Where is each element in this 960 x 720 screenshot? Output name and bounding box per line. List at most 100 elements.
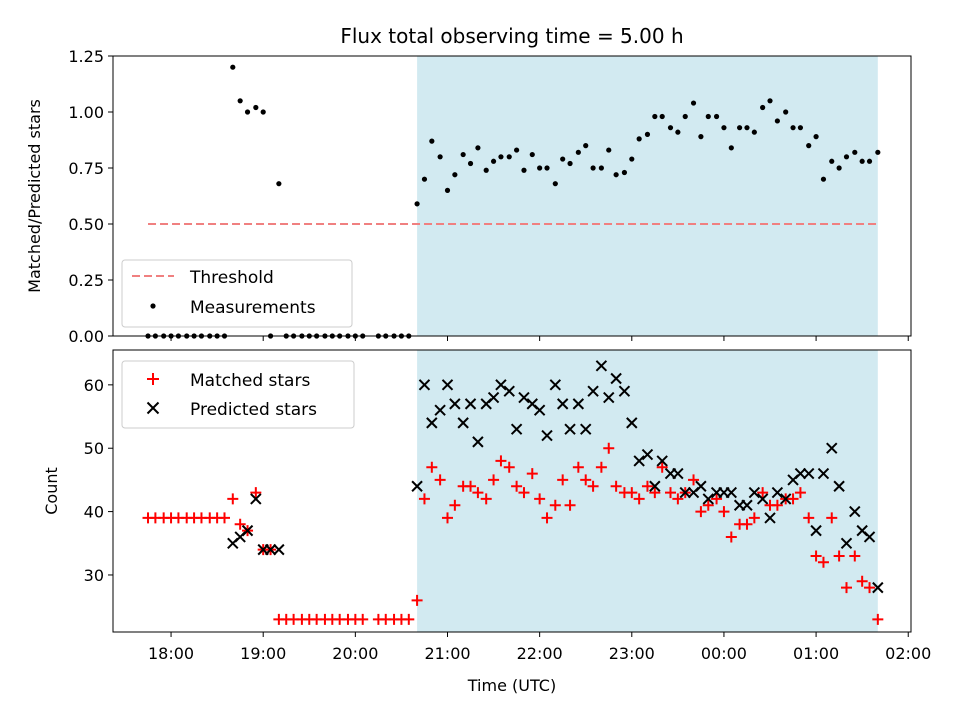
legend-measurements-swatch	[150, 303, 156, 309]
bottom-xtick-label: 18:00	[148, 644, 194, 663]
top-y-ticks: 0.00 0.25 0.50 0.75 1.00 1.25	[68, 47, 113, 346]
matched-point	[826, 512, 838, 524]
matched-point	[856, 575, 868, 587]
measurement-point	[705, 113, 711, 120]
measurement-point	[629, 156, 635, 162]
matched-point	[449, 499, 461, 511]
matched-point	[610, 480, 622, 492]
measurement-point	[644, 131, 651, 137]
matched-point	[695, 506, 707, 518]
predicted-point	[810, 524, 822, 537]
predicted-point	[863, 531, 876, 543]
matched-point	[771, 499, 783, 511]
legend-predicted-swatch	[146, 401, 160, 415]
matched-point	[580, 474, 592, 486]
predicted-point	[441, 379, 454, 391]
measurement-point	[737, 125, 743, 131]
matched-point	[626, 487, 638, 499]
matched-point	[434, 474, 446, 486]
matched-point	[833, 550, 845, 562]
matched-point	[472, 487, 484, 499]
matched-point	[688, 474, 700, 486]
matched-point	[702, 499, 714, 511]
top-ylabel: Matched/Predicted stars	[25, 99, 44, 293]
top-legend: Threshold Measurements	[121, 259, 353, 328]
bottom-y-ticks: 30 40 50 60	[84, 376, 113, 585]
measurement-point	[483, 167, 489, 173]
bottom-ytick-label: 30	[84, 566, 104, 585]
measurement-point	[859, 158, 865, 164]
measurement-point	[790, 125, 796, 131]
matched-point	[418, 493, 430, 505]
bottom-panel: 30 40 50 60 18:00 19:00 20:00 21:00 22:00 23:00 0…	[42, 349, 931, 695]
matched-point	[595, 461, 607, 473]
measurement-point	[760, 104, 766, 111]
matched-point	[572, 461, 584, 473]
matched-point	[357, 613, 369, 625]
top-ytick-label: 1.00	[68, 103, 104, 122]
measurement-point	[567, 160, 573, 167]
matched-point	[872, 613, 884, 625]
measurement-point	[698, 134, 704, 140]
matched-point	[250, 487, 262, 499]
predicted-point	[603, 391, 615, 404]
predicted-point	[833, 480, 845, 492]
measurement-point	[414, 201, 420, 207]
matched-point	[503, 461, 515, 473]
measurement-point	[429, 138, 435, 144]
measurement-point	[452, 172, 458, 178]
bottom-ytick-label: 40	[84, 503, 104, 522]
predicted-point	[434, 404, 446, 416]
matched-point	[672, 493, 684, 505]
legend-measurements-label: Measurements	[190, 298, 316, 318]
predicted-point	[418, 379, 431, 391]
bottom-xtick-label: 00:00	[701, 644, 747, 663]
predicted-point	[518, 391, 530, 404]
predicted-point	[849, 505, 861, 518]
predicted-point	[672, 467, 684, 480]
matched-point	[495, 455, 507, 467]
matched-point	[441, 512, 453, 524]
top-panel: 0.00 0.25 0.50 0.75 1.00 1.25 Matched/Predict…	[25, 47, 912, 346]
bottom-ytick-label: 50	[84, 439, 104, 458]
predicted-point	[541, 429, 553, 442]
matched-point	[718, 506, 730, 518]
predicted-point	[626, 417, 638, 429]
predicted-point	[641, 448, 654, 461]
measurement-point	[783, 109, 789, 115]
matched-point	[465, 480, 477, 492]
xlabel: Time (UTC)	[467, 676, 556, 695]
predicted-point	[426, 417, 438, 429]
measurement-point	[690, 100, 697, 106]
top-ytick-label: 1.25	[68, 47, 104, 66]
measurement-point	[667, 125, 674, 131]
bottom-x-ticks: 18:00 19:00 20:00 21:00 22:00 23:00 00:00 01:00…	[148, 632, 931, 663]
bottom-legend-box	[121, 360, 355, 429]
predicted-point	[748, 486, 761, 499]
predicted-point	[549, 379, 562, 391]
matched-point	[741, 518, 753, 530]
matched-point	[725, 531, 737, 543]
matched-point	[518, 487, 530, 499]
measurement-point	[583, 143, 589, 149]
matched-point	[549, 499, 561, 511]
measurement-point	[813, 134, 819, 140]
predicted-point	[817, 467, 830, 480]
measurement-point	[230, 64, 236, 70]
predicted-point	[633, 455, 645, 467]
predicted-point	[487, 391, 500, 404]
predicted-point	[587, 385, 599, 397]
measurement-point	[767, 98, 773, 104]
measurement-point	[675, 129, 681, 135]
top-ytick-label: 0.75	[68, 159, 104, 178]
measurement-point	[590, 165, 596, 171]
predicted-point	[533, 404, 546, 416]
measurement-point	[237, 98, 243, 104]
measurement-point	[253, 104, 259, 111]
predicted-point	[595, 360, 608, 372]
matched-point	[748, 512, 760, 524]
top-measurements-layer	[145, 64, 881, 339]
matched-point	[641, 480, 653, 492]
chart-title: Flux total observing time = 5.00 h	[340, 24, 683, 48]
legend-threshold-label: Threshold	[189, 268, 274, 288]
